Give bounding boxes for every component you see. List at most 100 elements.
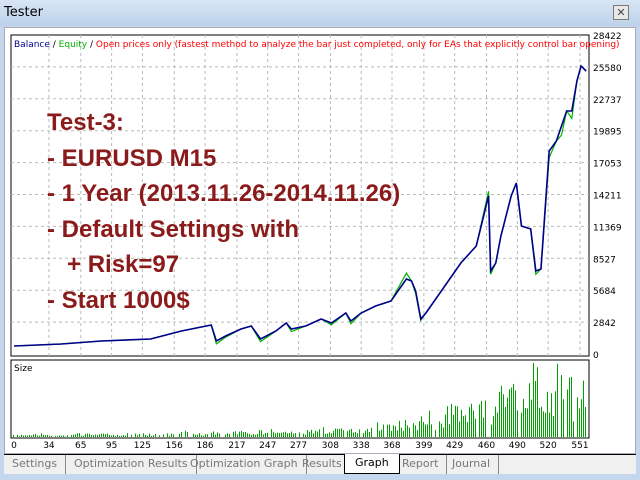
size-bar [347,431,348,437]
x-tick-label: 490 [509,441,526,451]
size-bar [315,430,316,437]
x-tick-label: 520 [540,441,557,451]
size-bar [39,435,40,437]
size-bar [65,436,66,437]
overlay-line: Test-3: [47,109,124,136]
size-bar [395,426,396,437]
x-tick-label: 217 [228,441,245,451]
size-bar [233,431,234,437]
size-bar [413,423,414,437]
size-bar [581,399,582,437]
size-bar [545,412,546,437]
size-bar [273,431,274,437]
size-bar [509,389,510,437]
size-bar [73,434,74,437]
overlay-annotation: Test-3: - EURUSD M15 - 1 Year (2013.11.26-… [47,105,400,318]
size-bar [57,436,58,437]
size-bar [29,434,30,437]
size-bar [369,432,370,437]
size-bar [127,433,128,437]
tab-settings[interactable]: Settings [12,455,67,474]
size-bar [407,425,408,437]
size-bar [379,430,380,437]
tab-graph[interactable]: Graph [344,454,400,474]
size-bar [33,434,34,437]
x-tick-label: 338 [353,441,370,451]
size-bar [67,435,68,437]
main-plot-frame [10,34,590,357]
size-bar [117,434,118,437]
size-bar [63,435,64,437]
size-bar [295,433,296,437]
size-bar [427,424,428,437]
size-bar [505,407,506,437]
size-bar [173,434,174,437]
size-bar [423,422,424,437]
size-bar [179,433,180,437]
x-tick-label: 247 [259,441,276,451]
size-bar [383,424,384,437]
size-bar [493,416,494,437]
size-bar [125,435,126,437]
size-bar [13,434,14,437]
tab-optimization-results[interactable]: Optimization Results [74,455,197,474]
tab-journal[interactable]: Journal [452,455,500,474]
size-bar [277,432,278,437]
size-bar [27,435,28,437]
size-bar [449,424,450,437]
size-bar [235,431,236,437]
size-bar [429,410,430,437]
size-bar [353,432,354,437]
size-bar [543,411,544,437]
size-bar [25,435,26,437]
size-bar [583,380,584,437]
chart-legend: Balance / Equity / Open prices only (fas… [14,40,620,50]
size-bar [215,434,216,437]
size-bar [87,433,88,437]
y-tick-label: 14211 [593,192,622,202]
size-bar [537,367,538,437]
size-bar [169,435,170,437]
size-bar [293,433,294,437]
size-bar [213,431,214,437]
y-tick-label: 22737 [593,96,622,106]
size-bar [337,428,338,437]
size-bar [77,433,78,437]
size-bar [113,434,114,437]
size-bar [461,409,462,437]
size-bar [359,429,360,437]
size-bar [363,433,364,437]
size-bar [79,433,80,437]
size-bar [517,410,518,437]
size-bar [335,428,336,437]
size-bar [111,435,112,437]
size-bar [527,408,528,437]
size-bar [329,432,330,437]
size-bar [563,399,564,437]
graph-panel: Balance / Equity / Open prices only (fas… [4,27,636,454]
size-bar [217,432,218,437]
tab-report[interactable]: Report [402,455,448,474]
size-bar [419,421,420,437]
size-label: Size [14,364,33,374]
size-bar [507,397,508,437]
size-bar [17,434,18,437]
size-bar [259,430,260,437]
tab-optimization-graph[interactable]: Optimization Graph [190,455,307,474]
size-bar [557,363,558,437]
size-bar [131,434,132,437]
size-bar [479,404,480,437]
size-bar [241,430,242,437]
size-bar [531,399,532,437]
size-bar [123,435,124,437]
size-bar [393,425,394,437]
size-bar [389,424,390,437]
y-tick-label: 19895 [593,128,622,138]
size-bar [107,433,108,437]
size-bar [553,415,554,437]
size-bar [197,434,198,437]
size-bar [163,434,164,437]
close-icon[interactable]: ✕ [613,5,629,20]
size-bar [255,434,256,437]
size-bar [381,429,382,437]
